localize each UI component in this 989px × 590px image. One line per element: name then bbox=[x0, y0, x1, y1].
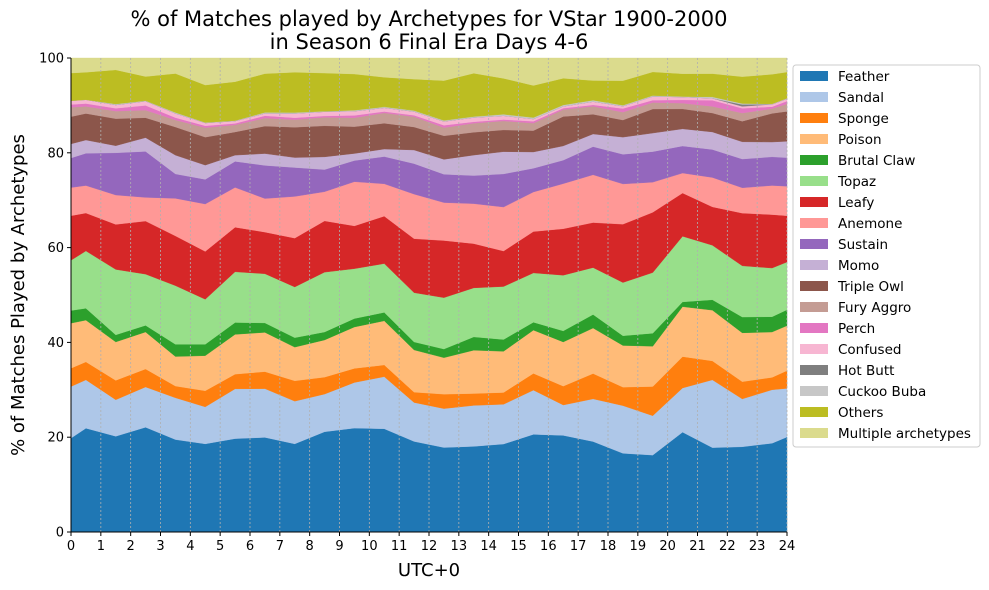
legend-label-topaz: Topaz bbox=[837, 174, 876, 190]
legend-label-anemone: Anemone bbox=[838, 216, 902, 232]
legend-swatch-triple-owl bbox=[800, 281, 828, 291]
legend-label-triple-owl: Triple Owl bbox=[837, 279, 904, 295]
x-tick-label-5: 5 bbox=[216, 539, 224, 554]
legend: Feather Sandal Sponge Poison Brutal Claw Topa… bbox=[792, 64, 981, 448]
x-tick-label-1: 1 bbox=[97, 539, 105, 554]
legend-swatch-confused bbox=[800, 344, 828, 354]
legend-swatch-topaz bbox=[800, 176, 828, 186]
y-tick-label-100: 100 bbox=[39, 52, 64, 67]
y-tick-label-20: 20 bbox=[47, 431, 64, 446]
x-tick-label-22: 22 bbox=[719, 539, 736, 554]
legend-label-poison: Poison bbox=[838, 132, 882, 148]
legend-label-fury-aggro: Fury Aggro bbox=[838, 300, 911, 316]
x-tick-label-0: 0 bbox=[67, 539, 75, 554]
legend-swatch-perch bbox=[800, 323, 828, 333]
x-tick-label-8: 8 bbox=[306, 539, 314, 554]
x-tick-label-11: 11 bbox=[391, 539, 408, 554]
x-tick-label-13: 13 bbox=[451, 539, 468, 554]
legend-swatch-anemone bbox=[800, 218, 828, 228]
x-tick-label-17: 17 bbox=[570, 539, 587, 554]
legend-swatch-others bbox=[800, 407, 828, 417]
legend-label-sandal: Sandal bbox=[838, 90, 884, 106]
legend-swatch-sponge bbox=[800, 113, 828, 123]
legend-label-perch: Perch bbox=[838, 321, 875, 337]
y-tick-group: 0 20 40 60 80 100 bbox=[39, 52, 71, 541]
y-tick-label-0: 0 bbox=[56, 526, 64, 541]
x-tick-label-15: 15 bbox=[510, 539, 527, 554]
legend-swatch-sustain bbox=[800, 239, 828, 249]
x-tick-group: 0 1 2 3 4 5 6 7 8 9 10 11 12 13 14 15 16 17 18 19 20 21 22 23 24 bbox=[67, 532, 795, 554]
chart-title-line2: in Season 6 Final Era Days 4-6 bbox=[270, 30, 589, 54]
legend-label-confused: Confused bbox=[838, 342, 901, 358]
legend-swatch-poison bbox=[800, 134, 828, 144]
x-tick-label-18: 18 bbox=[600, 539, 617, 554]
legend-label-cuckoo-buba: Cuckoo Buba bbox=[838, 384, 926, 400]
legend-swatch-feather bbox=[800, 71, 828, 81]
x-tick-label-14: 14 bbox=[480, 539, 497, 554]
legend-swatch-leafy bbox=[800, 197, 828, 207]
y-tick-label-80: 80 bbox=[47, 146, 64, 161]
y-tick-label-40: 40 bbox=[47, 336, 64, 351]
area-series-group bbox=[70, 57, 788, 533]
x-tick-label-2: 2 bbox=[127, 539, 135, 554]
legend-swatch-cuckoo-buba bbox=[800, 386, 828, 396]
x-tick-label-10: 10 bbox=[361, 539, 378, 554]
legend-swatch-sandal bbox=[800, 92, 828, 102]
x-tick-label-7: 7 bbox=[276, 539, 284, 554]
legend-swatch-hot-butt bbox=[800, 365, 828, 375]
legend-swatch-fury-aggro bbox=[800, 302, 828, 312]
legend-label-sustain: Sustain bbox=[838, 237, 888, 253]
x-tick-label-23: 23 bbox=[749, 539, 766, 554]
x-tick-label-4: 4 bbox=[186, 539, 194, 554]
x-axis-label: UTC+0 bbox=[398, 560, 460, 581]
x-tick-label-24: 24 bbox=[779, 539, 796, 554]
legend-label-brutal-claw: Brutal Claw bbox=[838, 153, 915, 169]
x-tick-label-20: 20 bbox=[659, 539, 676, 554]
x-tick-label-21: 21 bbox=[689, 539, 706, 554]
legend-label-others: Others bbox=[838, 405, 883, 421]
x-tick-label-6: 6 bbox=[246, 539, 254, 554]
legend-frame bbox=[792, 64, 981, 448]
y-tick-label-60: 60 bbox=[47, 241, 64, 256]
legend-label-feather: Feather bbox=[838, 69, 890, 85]
legend-label-leafy: Leafy bbox=[838, 195, 874, 211]
x-tick-label-9: 9 bbox=[335, 539, 343, 554]
legend-label-sponge: Sponge bbox=[838, 111, 889, 127]
legend-swatch-momo bbox=[800, 260, 828, 270]
x-tick-label-3: 3 bbox=[156, 539, 164, 554]
x-tick-label-12: 12 bbox=[421, 539, 438, 554]
legend-label-multiple-archetypes: Multiple archetypes bbox=[838, 426, 971, 442]
x-tick-label-19: 19 bbox=[630, 539, 647, 554]
chart-title-line1: % of Matches played by Archetypes for VS… bbox=[131, 7, 728, 31]
legend-swatch-multiple-archetypes bbox=[800, 428, 828, 438]
legend-label-hot-butt: Hot Butt bbox=[838, 363, 894, 379]
legend-swatch-brutal-claw bbox=[800, 155, 828, 165]
x-tick-label-16: 16 bbox=[540, 539, 557, 554]
legend-label-momo: Momo bbox=[838, 258, 879, 274]
y-axis-label: % of Matches Played by Archetypes bbox=[8, 134, 29, 456]
